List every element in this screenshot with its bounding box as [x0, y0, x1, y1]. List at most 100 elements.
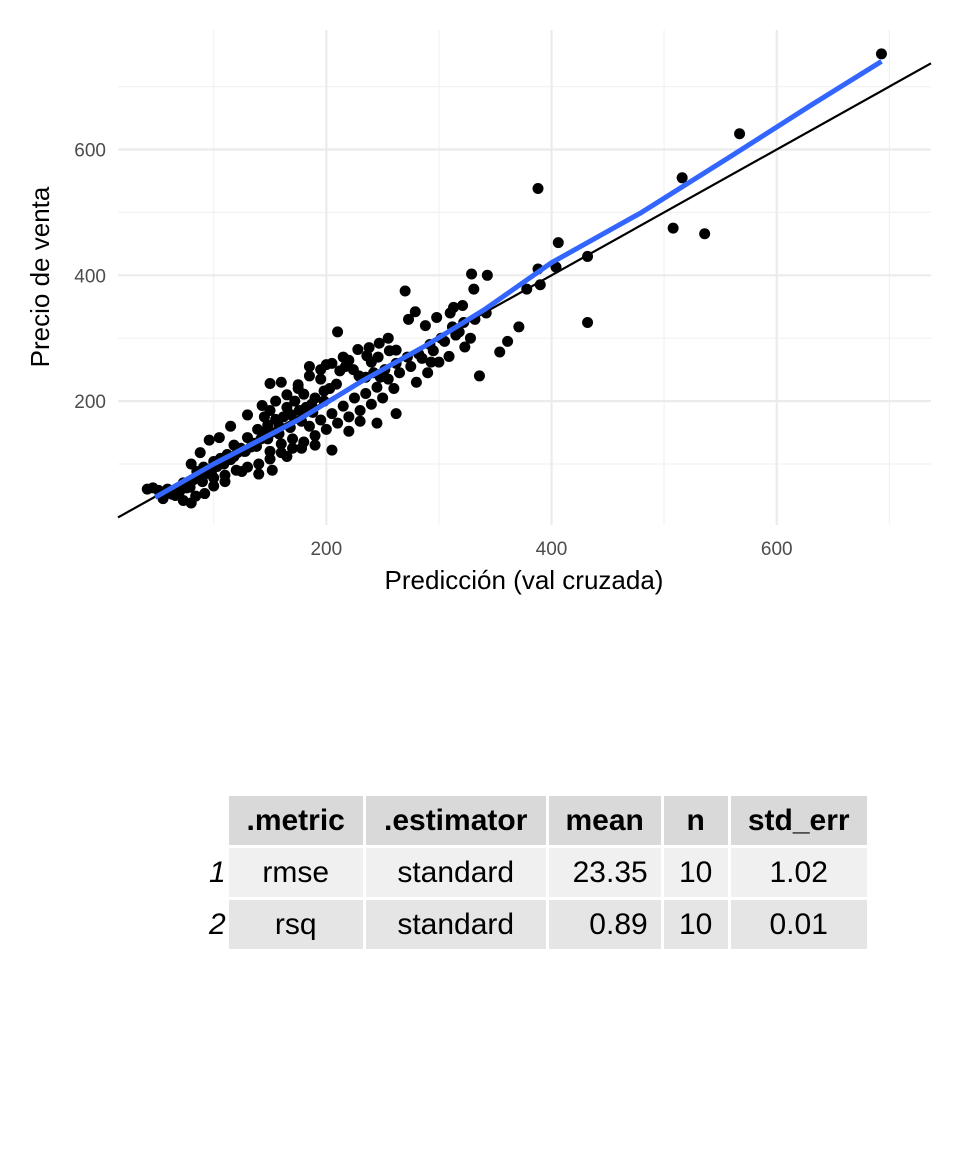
data-point — [275, 376, 287, 388]
x-axis-title: Predicción (val cruzada) — [385, 565, 664, 595]
table-header-row: .metric .estimator mean n std_err — [203, 796, 867, 845]
data-point — [241, 409, 253, 421]
data-point — [699, 228, 711, 240]
data-point — [303, 420, 315, 432]
data-point — [343, 425, 355, 437]
data-point — [422, 367, 434, 379]
data-point — [270, 413, 282, 425]
data-point — [281, 389, 293, 401]
scatter-plot: 200 400 600 200 400 600 Predicción (val cruza… — [25, 30, 932, 595]
data-point — [309, 430, 321, 442]
data-point — [318, 385, 330, 397]
data-point — [443, 350, 455, 362]
data-point — [213, 432, 225, 444]
data-point — [225, 420, 237, 432]
column-header: std_err — [730, 796, 867, 845]
data-point — [354, 405, 366, 417]
row-number: 2 — [209, 907, 226, 941]
data-point — [348, 392, 360, 404]
data-point — [373, 337, 385, 349]
data-point — [320, 423, 332, 435]
y-tick-label: 600 — [74, 141, 106, 162]
column-header: .estimator — [365, 796, 546, 845]
data-point — [382, 332, 394, 344]
smooth-fit-line — [153, 59, 883, 500]
metric-cell: rmse — [228, 848, 363, 897]
data-point — [383, 345, 395, 357]
data-point — [405, 360, 417, 372]
data-point — [582, 316, 594, 328]
data-point — [433, 356, 445, 368]
data-point — [334, 365, 346, 377]
data-point — [196, 476, 208, 488]
data-point — [190, 490, 202, 502]
data-point — [676, 172, 688, 184]
data-point — [270, 395, 282, 407]
data-point — [494, 346, 506, 358]
data-point — [371, 417, 383, 429]
data-point — [502, 335, 514, 347]
data-point — [309, 439, 321, 451]
data-point — [289, 395, 301, 407]
data-point — [410, 376, 422, 388]
data-point — [241, 461, 253, 473]
data-point — [303, 360, 315, 372]
data-point — [208, 480, 220, 492]
data-point — [354, 415, 366, 427]
metrics-table: .metric .estimator mean n std_err 1 rmse… — [200, 793, 870, 952]
mean-cell: 23.35 — [548, 848, 661, 897]
data-point — [431, 311, 443, 323]
data-point — [734, 128, 746, 140]
data-point — [394, 367, 406, 379]
y-tick-label: 400 — [74, 266, 106, 287]
x-tick-label: 200 — [310, 539, 342, 560]
data-point — [343, 411, 355, 423]
data-point — [241, 432, 253, 444]
metric-cell: rsq — [228, 900, 363, 949]
x-tick-label: 600 — [761, 539, 793, 560]
data-point — [219, 469, 231, 481]
data-point — [360, 388, 372, 400]
data-point — [332, 326, 344, 338]
table-row: 2 rsq standard 0.89 10 0.01 — [203, 900, 867, 949]
fit-lines — [117, 59, 932, 519]
data-point — [371, 381, 383, 393]
data-point — [365, 398, 377, 410]
n-cell: 10 — [663, 900, 728, 949]
chart-canvas: 200 400 600 200 400 600 Predicción (val cruza… — [25, 30, 932, 595]
std-err-cell: 0.01 — [730, 900, 867, 949]
estimator-cell: standard — [365, 848, 546, 897]
data-point — [292, 383, 304, 395]
data-point — [326, 444, 338, 456]
data-point — [275, 438, 287, 450]
data-point — [256, 399, 268, 411]
row-number: 1 — [209, 855, 226, 889]
data-point — [466, 268, 478, 280]
data-point — [287, 442, 299, 454]
data-point — [185, 458, 197, 470]
data-point — [425, 356, 437, 368]
row-number-header — [203, 796, 226, 845]
data-point — [264, 453, 276, 465]
data-point — [258, 411, 270, 423]
data-point — [481, 269, 493, 281]
data-point — [203, 434, 215, 446]
data-point — [264, 445, 276, 457]
data-point — [275, 447, 287, 459]
table-row: 1 rmse standard 23.35 10 1.02 — [203, 848, 867, 897]
data-point — [315, 414, 327, 426]
data-point — [352, 344, 364, 356]
data-point — [444, 307, 456, 319]
data-point — [419, 320, 431, 332]
data-point — [457, 299, 469, 311]
data-point — [141, 483, 153, 495]
data-point — [199, 488, 211, 500]
x-tick-label: 400 — [536, 539, 568, 560]
data-point — [230, 464, 242, 476]
data-points — [141, 48, 887, 509]
axis-ticks: 200 400 600 200 400 600 — [74, 141, 792, 560]
data-point — [253, 458, 265, 470]
grid — [118, 30, 931, 525]
data-point — [377, 392, 389, 404]
data-point — [298, 436, 310, 448]
